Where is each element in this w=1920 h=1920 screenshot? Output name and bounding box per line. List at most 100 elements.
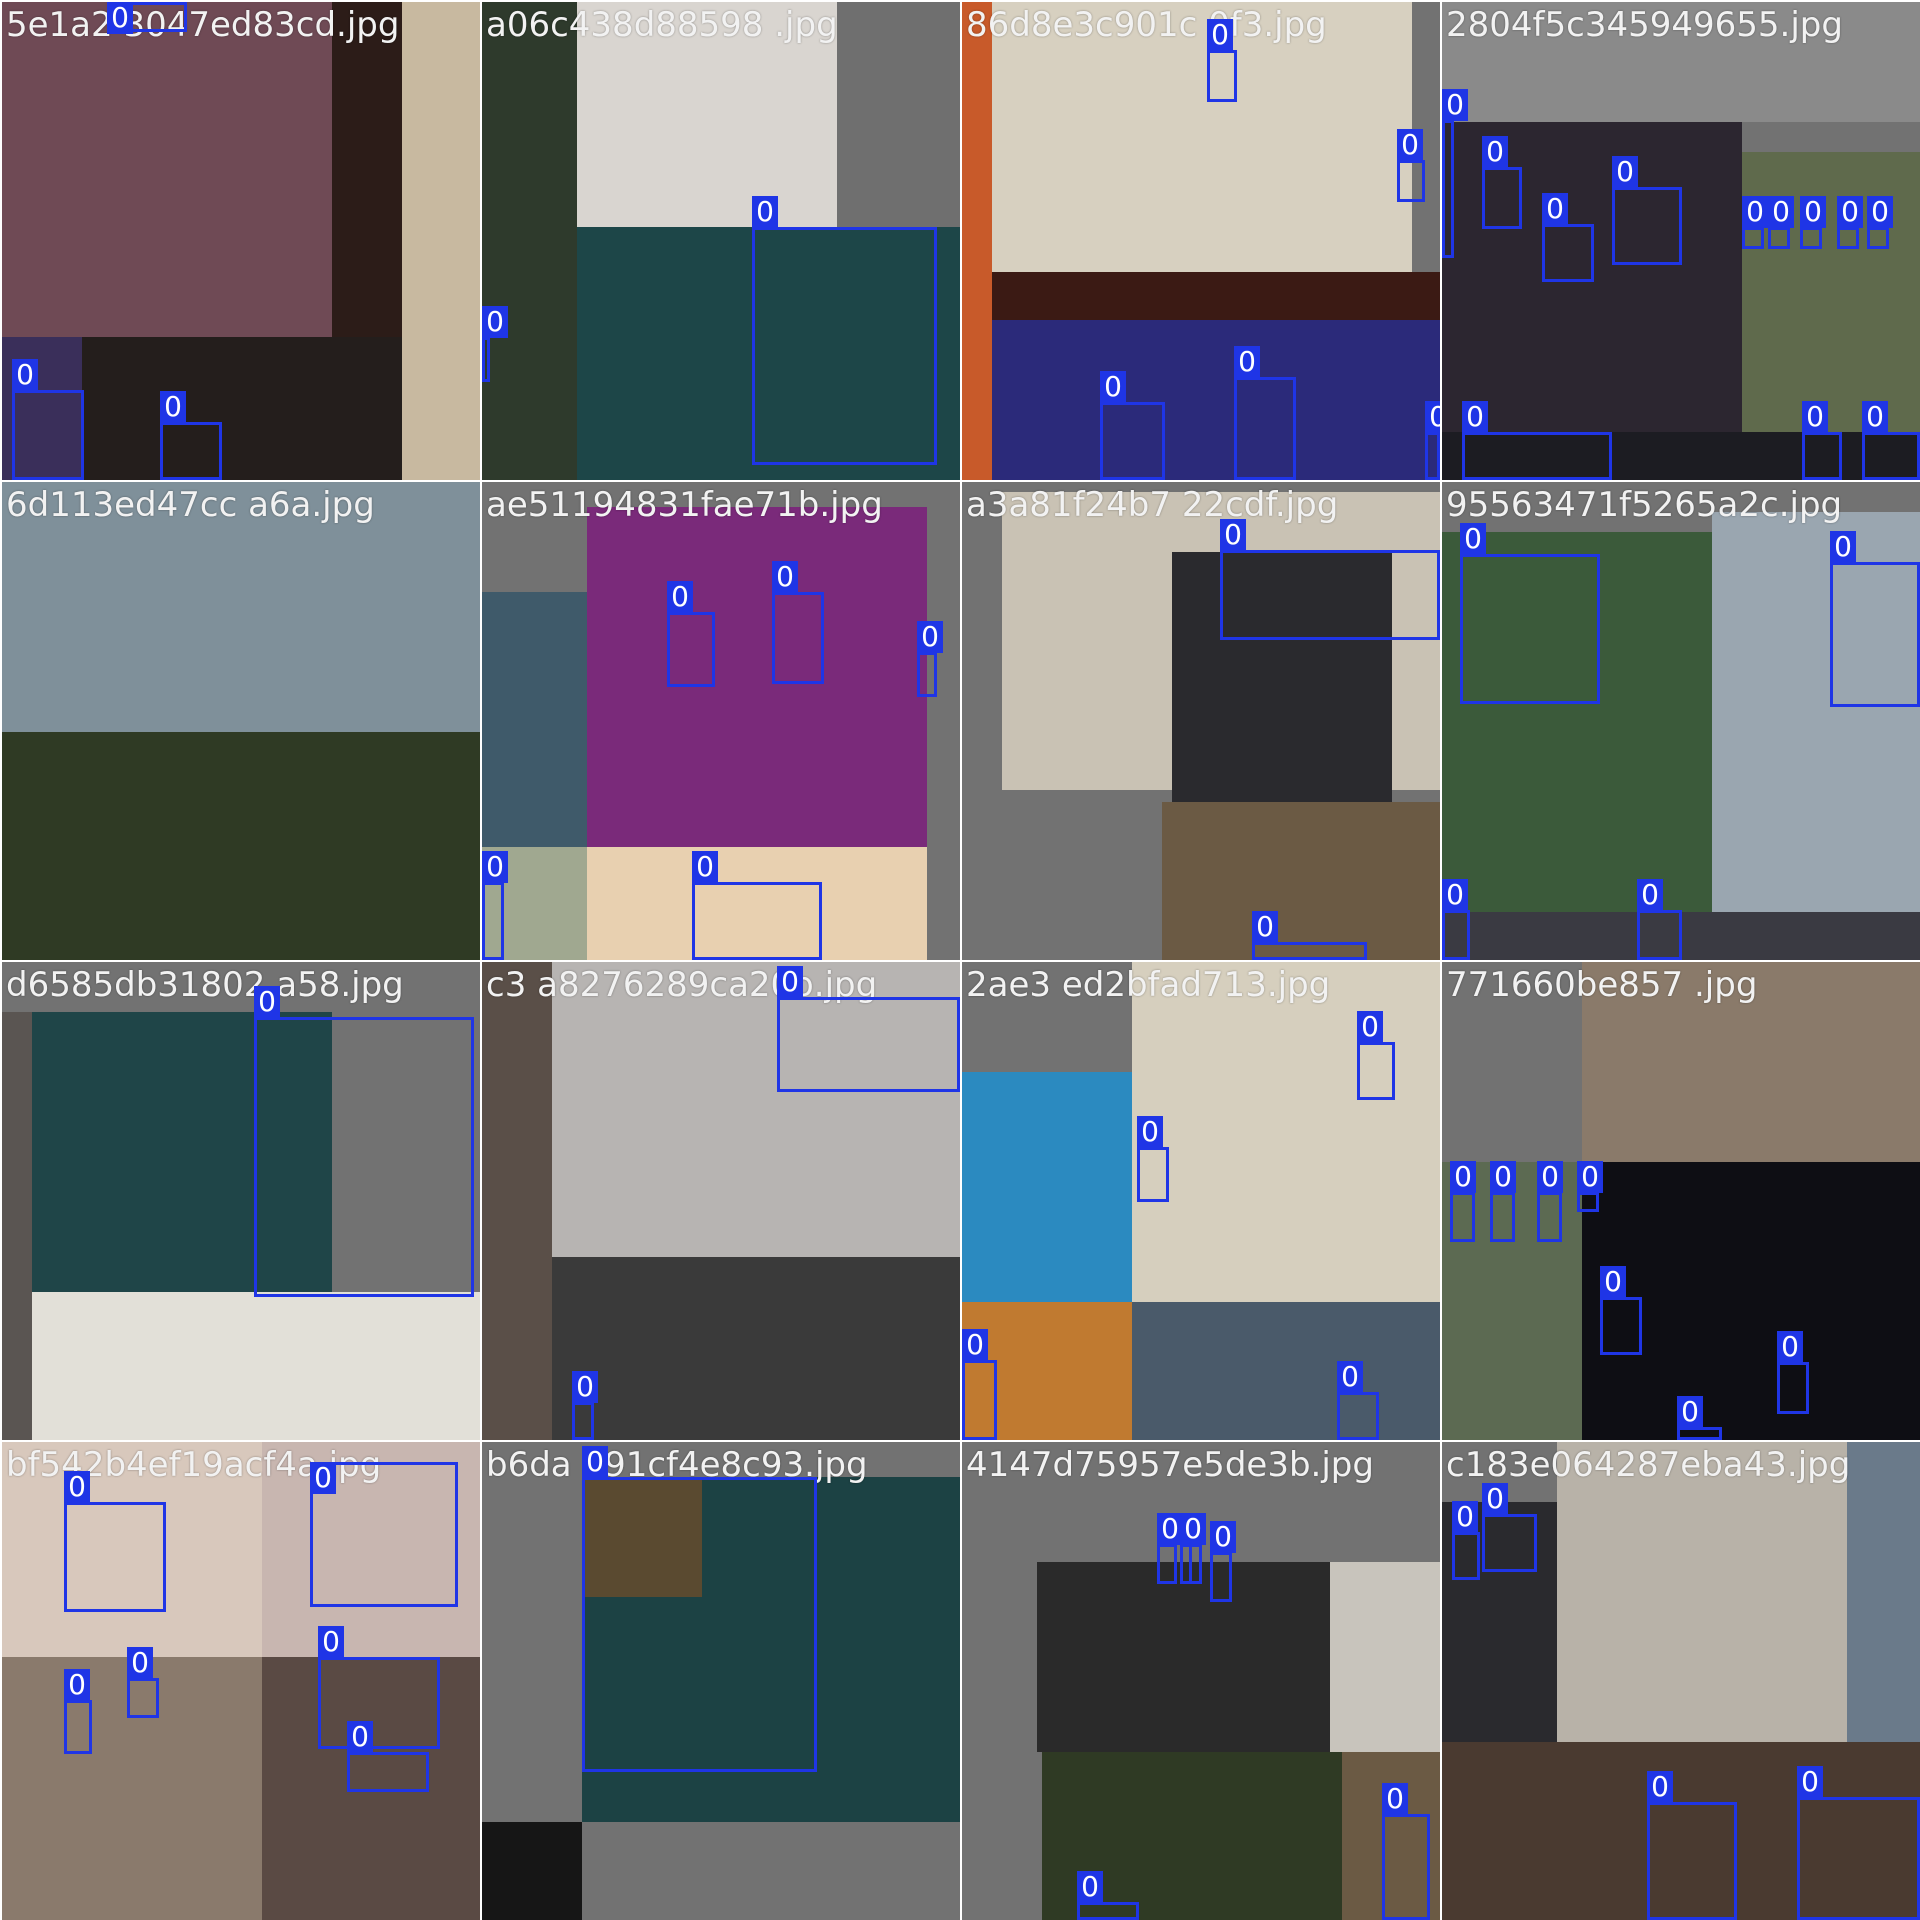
detection-box: 0 bbox=[962, 1329, 997, 1440]
filename-label: 771660be857 .jpg bbox=[1446, 965, 1758, 1005]
image-patch bbox=[992, 2, 1412, 272]
class-label: 0 bbox=[1742, 196, 1768, 228]
class-label: 0 bbox=[160, 391, 186, 423]
class-label: 0 bbox=[1382, 1783, 1408, 1815]
class-label: 0 bbox=[917, 621, 943, 653]
class-label: 0 bbox=[1220, 519, 1246, 551]
class-label: 0 bbox=[1137, 1116, 1163, 1148]
image-patch bbox=[2, 1012, 32, 1440]
mosaic-tile: b6da 991cf4e8c93.jpg 0 bbox=[482, 1442, 960, 1920]
image-patch bbox=[402, 2, 480, 480]
image-patch bbox=[582, 1477, 702, 1597]
image-patch bbox=[587, 507, 927, 847]
class-label: 0 bbox=[1490, 1161, 1516, 1193]
detection-box: 0 bbox=[1462, 401, 1612, 480]
image-patch bbox=[962, 1302, 1132, 1440]
mosaic-tile: 6d113ed47cc a6a.jpg bbox=[2, 482, 480, 960]
filename-label: 86d8e3c901c 0f3.jpg bbox=[966, 5, 1327, 45]
class-label: 0 bbox=[1600, 1266, 1626, 1298]
class-label: 0 bbox=[127, 1647, 153, 1679]
image-patch bbox=[1442, 2, 1920, 122]
class-label: 0 bbox=[1768, 196, 1794, 228]
class-label: 0 bbox=[1802, 401, 1828, 433]
class-label: 0 bbox=[772, 561, 798, 593]
detection-box: 0 bbox=[160, 391, 222, 480]
detection-box: 0 bbox=[917, 621, 943, 697]
image-patch bbox=[82, 337, 402, 480]
filename-label: 4147d75957e5de3b.jpg bbox=[966, 1445, 1374, 1485]
detection-box: 0 bbox=[1600, 1266, 1642, 1355]
detection-box: 0 bbox=[777, 966, 960, 1092]
class-label: 0 bbox=[1837, 196, 1863, 228]
class-label: 0 bbox=[107, 2, 133, 34]
class-label: 0 bbox=[1397, 129, 1423, 161]
class-label: 0 bbox=[64, 1471, 90, 1503]
detection-box: 0 bbox=[1100, 371, 1165, 480]
class-label: 0 bbox=[1797, 1766, 1823, 1798]
class-label: 0 bbox=[310, 1462, 336, 1494]
image-patch bbox=[482, 2, 577, 480]
class-label: 0 bbox=[347, 1721, 373, 1753]
class-label: 0 bbox=[64, 1669, 90, 1701]
class-label: 0 bbox=[1252, 911, 1278, 943]
detection-box: 0 bbox=[1220, 519, 1440, 640]
detection-box: 0 bbox=[1802, 401, 1842, 480]
class-label: 0 bbox=[1357, 1011, 1383, 1043]
image-patch bbox=[1132, 1302, 1440, 1440]
detection-box: 0 bbox=[1252, 911, 1367, 960]
image-patch bbox=[2, 1442, 262, 1657]
detection-box: 0 bbox=[1797, 1766, 1920, 1920]
detection-box: 0 bbox=[1742, 196, 1768, 249]
class-label: 0 bbox=[962, 1329, 988, 1361]
image-patch bbox=[1582, 962, 1920, 1162]
image-patch bbox=[2, 1657, 262, 1920]
mosaic-tile: bf542b4ef19acf4a.jpg 0 0 0 0 0 0 bbox=[2, 1442, 480, 1920]
class-label: 0 bbox=[318, 1626, 344, 1658]
detection-box: 0 bbox=[127, 1647, 159, 1718]
mosaic-tile: c3 a8276289ca20b.jpg 0 0 bbox=[482, 962, 960, 1440]
detection-box: 0 bbox=[1210, 1521, 1236, 1602]
detection-box: 0 bbox=[64, 1471, 166, 1612]
mosaic-tile: a3a81f24b7 22cdf.jpg 0 0 bbox=[962, 482, 1440, 960]
detection-box: 0 bbox=[1482, 136, 1522, 229]
class-label: 0 bbox=[1442, 879, 1468, 911]
detection-box: 0 bbox=[310, 1462, 458, 1607]
detection-box: 0 bbox=[1837, 196, 1863, 249]
class-label: 0 bbox=[1450, 1161, 1476, 1193]
class-label: 0 bbox=[1830, 531, 1856, 563]
detection-box: 0 bbox=[1357, 1011, 1395, 1100]
detection-box: 0 bbox=[482, 306, 508, 382]
detection-box: 0 bbox=[1637, 879, 1682, 960]
filename-label: 95563471f5265a2c.jpg bbox=[1446, 485, 1843, 525]
detection-box: 0 bbox=[572, 1371, 598, 1440]
mosaic-tile: a06c438d88598 .jpg 0 0 bbox=[482, 2, 960, 480]
class-label: 0 bbox=[1077, 1871, 1103, 1903]
class-label: 0 bbox=[582, 1446, 608, 1478]
filename-label: c183e064287eba43.jpg bbox=[1446, 1445, 1851, 1485]
detection-box: 0 bbox=[1207, 19, 1237, 102]
mosaic-tile: 771660be857 .jpg 0 0 0 0 0 0 0 bbox=[1442, 962, 1920, 1440]
detection-box: 0 bbox=[1425, 401, 1440, 480]
detection-box: 0 bbox=[1397, 129, 1425, 202]
image-patch bbox=[1132, 962, 1440, 1302]
detection-box: 0 bbox=[12, 359, 84, 480]
detection-box: 0 bbox=[1234, 346, 1296, 480]
mosaic-tile: ae51194831fae71b.jpg 0 0 0 0 0 bbox=[482, 482, 960, 960]
detection-box: 0 bbox=[1777, 1331, 1809, 1414]
image-patch bbox=[552, 1257, 960, 1440]
detection-box: 0 bbox=[1450, 1161, 1476, 1242]
detection-box: 0 bbox=[1460, 523, 1600, 704]
class-label: 0 bbox=[12, 359, 38, 391]
image-patch bbox=[2, 732, 480, 960]
image-patch bbox=[577, 227, 960, 480]
detection-box: 0 bbox=[1647, 1771, 1737, 1920]
class-label: 0 bbox=[777, 966, 803, 998]
image-patch bbox=[2, 482, 480, 732]
image-patch bbox=[1442, 532, 1712, 960]
image-patch bbox=[552, 962, 960, 1257]
image-patch bbox=[1712, 512, 1920, 912]
class-label: 0 bbox=[1210, 1521, 1236, 1553]
filename-label: 2804f5c345949655.jpg bbox=[1446, 5, 1843, 45]
class-label: 0 bbox=[1777, 1331, 1803, 1363]
